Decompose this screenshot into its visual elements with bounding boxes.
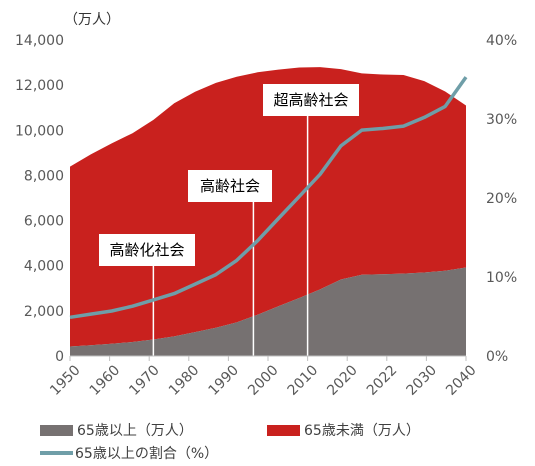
legend-swatch-65plus xyxy=(40,424,73,436)
annotation-label: 超高齢社会 xyxy=(273,91,348,109)
annotation-label: 高齢化社会 xyxy=(109,241,184,259)
x-axis-tick-label: 2022 xyxy=(364,362,401,399)
x-axis-tick-label: 1980 xyxy=(166,362,203,399)
legend-swatch-ratio xyxy=(40,451,73,455)
left-axis-tick-label: 10,000 xyxy=(15,123,64,139)
x-axis-tick-label: 1950 xyxy=(47,362,84,399)
ratio-line-layer xyxy=(69,76,468,320)
x-axis-tick-label: 2030 xyxy=(403,362,440,399)
annotations: 高齢化社会 高齢社会 超高齢社会 xyxy=(99,84,359,266)
left-axis-tick-label: 4,000 xyxy=(24,259,64,275)
annotation-lines xyxy=(152,116,309,356)
unit-label: （万人） xyxy=(64,12,120,28)
x-axis-tick-label: 1960 xyxy=(87,362,124,399)
left-axis-tick-label: 8,000 xyxy=(24,168,64,184)
area-under-65 xyxy=(70,67,466,347)
x-axis-tick-label: 2020 xyxy=(324,362,361,399)
legend-label-under65: 65歳未満（万人） xyxy=(304,423,420,439)
x-axis-tick-label: 1990 xyxy=(205,362,242,399)
x-axis-tick-label: 1970 xyxy=(126,362,163,399)
annotation-box xyxy=(263,84,359,116)
right-axis-tick-label: 40% xyxy=(486,33,517,49)
annotation-box xyxy=(188,170,272,202)
right-axis-tick-label: 30% xyxy=(486,112,517,128)
x-axis-tick-label: 2040 xyxy=(443,362,480,399)
right-axis-tick-label: 10% xyxy=(486,270,517,286)
left-axis-tick-label: 12,000 xyxy=(15,78,64,94)
legend-item-under65: 65歳未満（万人） xyxy=(267,420,420,440)
legend-label-ratio: 65歳以上の割合（%） xyxy=(75,446,219,462)
legend-swatch-under65 xyxy=(267,424,300,436)
annotation-label: 高齢社会 xyxy=(200,177,260,195)
legend-label-65plus: 65歳以上（万人） xyxy=(77,423,193,439)
annotation-box xyxy=(99,234,195,266)
x-axis-tick-label: 2010 xyxy=(285,362,322,399)
right-axis-tick-label: 0% xyxy=(486,349,508,365)
legend-item-ratio: 65歳以上の割合（%） xyxy=(40,443,218,463)
left-axis-tick-label: 2,000 xyxy=(24,304,64,320)
x-axis-tick-label: 2000 xyxy=(245,362,282,399)
left-axis-tick-label: 6,000 xyxy=(24,214,64,230)
ratio-line xyxy=(69,76,468,320)
area-65-plus xyxy=(70,267,466,356)
plot-areas xyxy=(70,67,466,356)
left-axis-tick-label: 0 xyxy=(55,349,64,365)
legend-item-65plus: 65歳以上（万人） xyxy=(40,420,193,440)
left-axis-tick-label: 14,000 xyxy=(15,33,64,49)
right-axis-tick-label: 20% xyxy=(486,191,517,207)
